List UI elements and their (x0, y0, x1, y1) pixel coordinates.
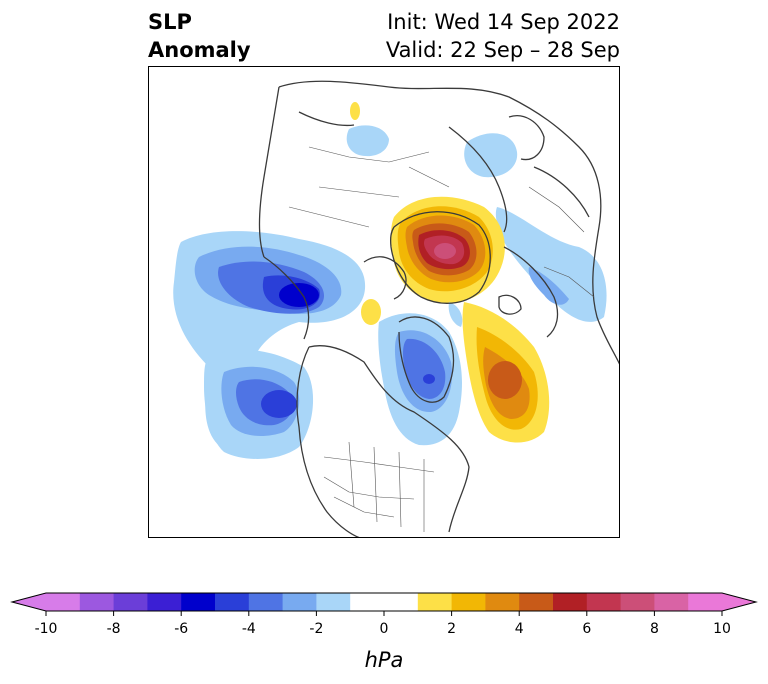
colorbar-segment (46, 593, 81, 611)
colorbar-segment (147, 593, 182, 611)
colorbar-graphic: -10 -8 -6 -4 -2 0 2 4 6 8 10 hPa (10, 592, 758, 672)
colorbar-tick-label: -10 (35, 621, 58, 637)
colorbar-tick-label: 0 (380, 621, 389, 637)
init-date: Init: Wed 14 Sep 2022 (387, 10, 620, 34)
contour-plus-2 (361, 299, 381, 325)
colorbar-unit-label: hPa (365, 648, 404, 672)
colorbar-tick-label: 8 (650, 621, 659, 637)
colorbar-segment (553, 593, 588, 611)
colorbar-segment (316, 593, 351, 611)
colorbar-ticks: -10 -8 -6 -4 -2 0 2 4 6 8 10 (35, 611, 731, 637)
title-line-2: Anomaly (148, 38, 251, 62)
contour-minus-5 (261, 390, 297, 418)
colorbar-tick-label: -4 (242, 621, 256, 637)
colorbar-segment (282, 593, 317, 611)
colorbar-tick-label: 10 (713, 621, 731, 637)
colorbar-tick-label: -8 (107, 621, 121, 637)
contour-plus-5 (488, 361, 522, 399)
colorbar-tick-label: 6 (582, 621, 591, 637)
colorbar-segment (181, 593, 216, 611)
colorbar-extend-high (722, 593, 756, 611)
forecast-dates: Init: Wed 14 Sep 2022 Valid: 22 Sep – 28… (386, 8, 620, 64)
colorbar-segment (485, 593, 520, 611)
northeast-low-contours (346, 125, 607, 322)
contour-minus-2 (495, 207, 607, 322)
contour-plus-8 (434, 243, 456, 259)
colorbar-extend-low (12, 593, 46, 611)
contour-minus-2 (346, 125, 389, 157)
colorbar-segment (79, 593, 115, 611)
colorbar-segment (215, 593, 250, 611)
coastlines (258, 80, 619, 537)
valid-range: Valid: 22 Sep – 28 Sep (385, 38, 620, 62)
gulf-alaska-low-contours (204, 349, 314, 459)
contour-minus-2 (464, 133, 518, 178)
colorbar-segment (451, 593, 486, 611)
colorbar-segment (248, 593, 284, 611)
colorbar-segment (113, 593, 148, 611)
colorbar-tick-label: 2 (447, 621, 456, 637)
colorbar-tick-label: 4 (515, 621, 524, 637)
map-panel (148, 66, 620, 538)
colorbar-segment (654, 593, 689, 611)
colorbar-segment (688, 593, 723, 611)
colorbar-segment (620, 593, 655, 611)
colorbar-segment (417, 593, 453, 611)
title-line-1: SLP (148, 10, 192, 34)
contour-minus-3 (528, 267, 569, 305)
slp-anomaly-map (149, 67, 619, 537)
contour-minus-4 (403, 338, 446, 399)
political-borders (288, 146, 595, 532)
map-title: SLP Anomaly (148, 8, 251, 64)
atlantic-high-contours (462, 302, 550, 443)
colorbar-segments (46, 593, 723, 611)
contour-minus-5 (423, 374, 435, 384)
contour-minus-6 (279, 283, 319, 307)
colorbar-tick-label: -2 (309, 621, 323, 637)
colorbar: -10 -8 -6 -4 -2 0 2 4 6 8 10 hPa (0, 585, 768, 675)
colorbar-segment (350, 593, 385, 611)
contour-plus-2 (350, 102, 360, 120)
colorbar-segment (586, 593, 622, 611)
contour-minus-2 (448, 302, 463, 327)
colorbar-segment (384, 593, 419, 611)
colorbar-tick-label: -6 (174, 621, 188, 637)
colorbar-segment (519, 593, 554, 611)
